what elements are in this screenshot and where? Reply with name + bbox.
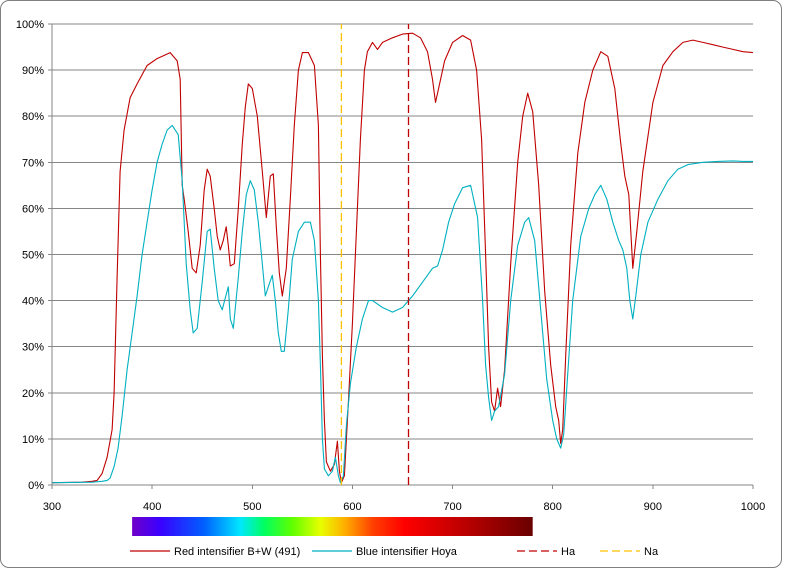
legend-label: Na	[644, 546, 659, 558]
y-tick-label: 40%	[22, 296, 44, 308]
axes	[48, 23, 754, 489]
legend-label: Blue intensifier Hoya	[356, 546, 458, 558]
x-tick-label: 900	[644, 501, 662, 513]
y-tick-label: 20%	[22, 388, 44, 400]
x-tick-label: 1000	[741, 501, 765, 513]
legend: Red intensifier B+W (491) Blue intensifie…	[130, 546, 659, 558]
x-tick-label: 300	[43, 501, 61, 513]
y-tick-label: 90%	[22, 65, 44, 77]
y-tick-label: 30%	[22, 342, 44, 354]
y-tick-label: 50%	[22, 250, 44, 262]
legend-label: Red intensifier B+W (491)	[174, 546, 300, 558]
x-tick-label: 500	[243, 501, 261, 513]
grid-lines	[52, 23, 753, 440]
tick-labels: 0% 10% 20% 30% 40% 50% 60% 70% 80% 90% 100% 300 400 5…	[16, 19, 765, 513]
y-tick-label: 60%	[22, 203, 44, 215]
visible-spectrum-bar	[132, 517, 533, 536]
x-tick-label: 700	[443, 501, 461, 513]
series-lines	[51, 24, 754, 485]
y-tick-label: 0%	[28, 480, 44, 492]
y-tick-label: 70%	[22, 157, 44, 169]
y-tick-label: 80%	[22, 111, 44, 123]
x-tick-label: 800	[544, 501, 562, 513]
x-tick-label: 600	[343, 501, 361, 513]
x-tick-label: 400	[143, 501, 161, 513]
series-line-blue-intensifier-hoya	[51, 124, 753, 484]
y-tick-label: 100%	[16, 19, 44, 31]
y-tick-label: 10%	[22, 434, 44, 446]
series-line-red-intensifier-b-w-491	[51, 32, 754, 484]
legend-label: Ha	[561, 546, 576, 558]
